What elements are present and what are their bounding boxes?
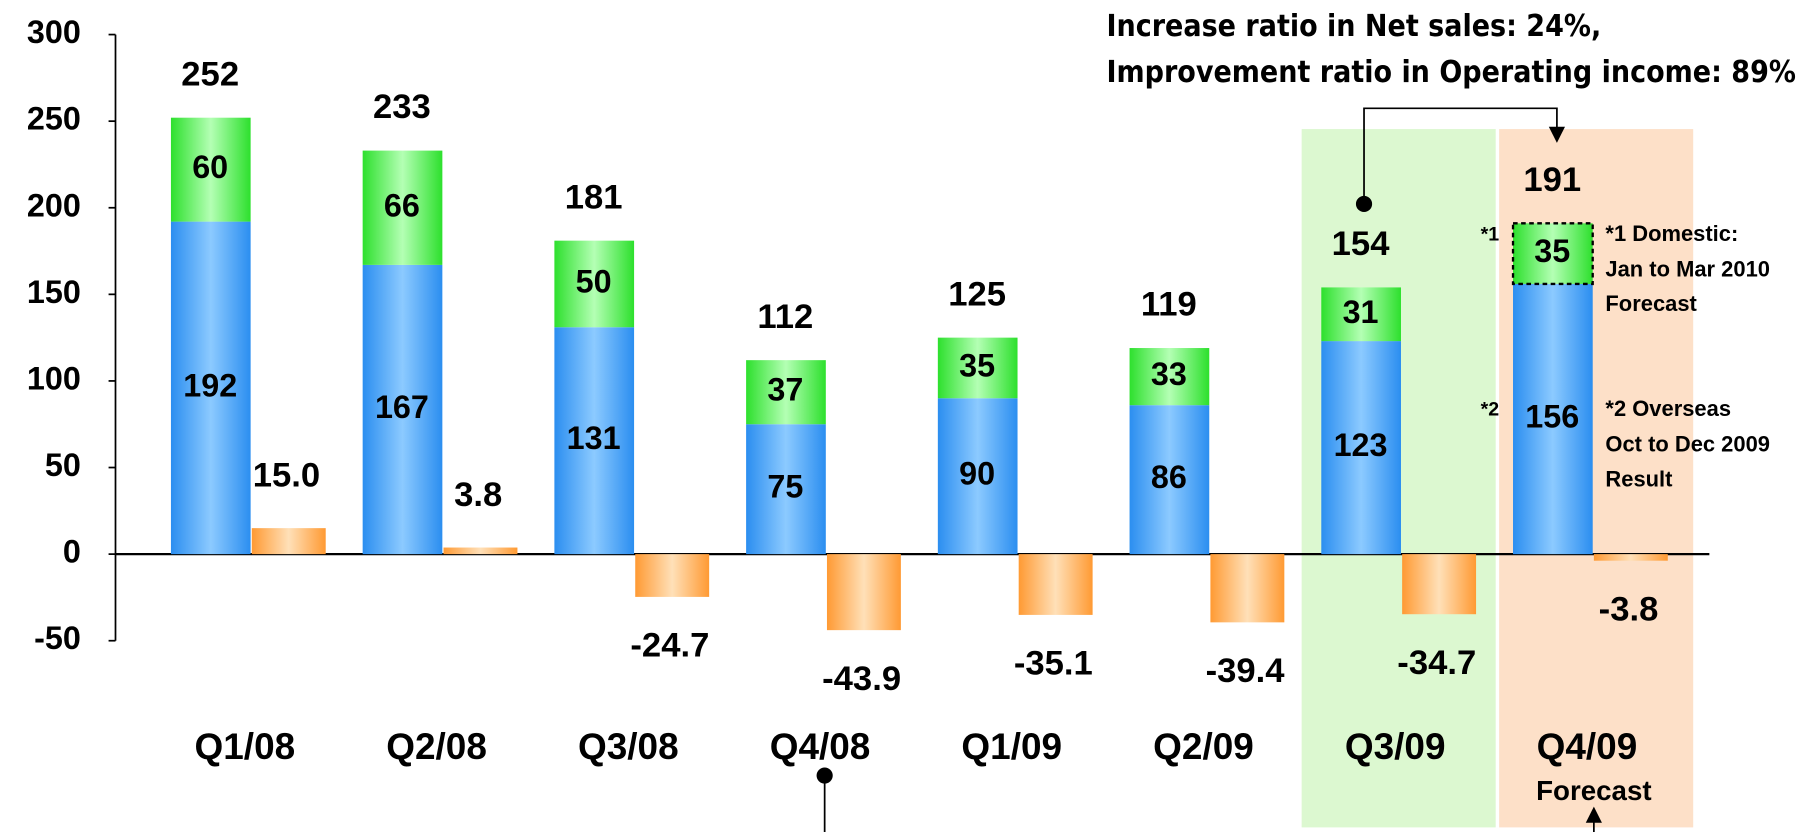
value-label: 167 [375,389,429,425]
x-tick-label: Q3/08 [578,726,679,767]
y-tick-label: 300 [27,14,81,50]
value-label: 50 [576,264,612,300]
bar [746,360,826,425]
bar [1593,554,1668,561]
value-label: 131 [567,420,621,456]
x-tick-label: Q2/09 [1153,726,1254,767]
value-label: 35 [959,348,995,384]
annotation: Forecast [1536,775,1651,806]
annotation: Forecast [1605,291,1697,316]
bar [1321,287,1401,342]
value-label: 60 [192,149,228,185]
value-label: 35 [1534,233,1570,269]
total-label: 112 [757,298,813,336]
total-label: 191 [1523,161,1581,199]
value-label: -43.9 [822,660,901,698]
total-label: 154 [1332,225,1391,263]
annotation: Increase ratio in Net sales: 24%, [1106,9,1601,44]
bar [1402,554,1477,615]
total-label: 181 [565,178,623,216]
total-label: 125 [948,275,1006,313]
annotation: Oct to Dec 2009 [1605,432,1770,457]
x-tick-label: Q4/08 [770,726,871,767]
annotation: Improvement ratio in Operating income: 8… [1106,55,1795,90]
x-tick-label: Q3/09 [1345,726,1446,767]
bar [443,547,518,555]
total-label: 233 [373,88,431,126]
value-label: 90 [959,456,995,492]
value-label: 156 [1525,399,1579,435]
dot [1355,195,1373,213]
value-label: 15.0 [253,457,320,495]
bar [1129,348,1210,406]
bar [635,554,710,597]
y-tick-label: 0 [63,534,81,570]
annotation: *2 [1481,398,1500,420]
bar [1321,341,1401,555]
bar [937,398,1018,555]
annotation: *2 Overseas [1605,396,1731,421]
bar [826,554,901,631]
x-tick-label: Q2/08 [386,726,487,767]
x-tick-label: Q1/09 [961,726,1062,767]
annotation: Jan to Mar 2010 [1605,257,1770,282]
annotation: Result [1605,466,1673,491]
y-tick-label: 200 [27,187,81,223]
value-label: 75 [767,469,803,505]
bar [251,528,326,555]
bar [170,221,251,555]
total-label: 252 [181,55,239,93]
value-label: -24.7 [630,627,709,665]
arrow [1548,126,1565,143]
bar [1018,554,1093,615]
bar [1511,222,1594,286]
value-label: 192 [183,367,237,403]
y-tick-label: -50 [34,620,81,656]
y-tick-label: 50 [45,447,81,483]
connector [1363,107,1558,204]
bar [1513,283,1593,555]
value-label: 66 [384,187,420,223]
bar [746,424,826,555]
y-tick-label: 100 [27,360,81,396]
total-label: 119 [1141,286,1197,324]
bar [1129,405,1210,555]
bar [170,117,251,222]
y-tick-label: 250 [27,101,81,137]
value-label: 123 [1334,427,1388,463]
annotation: *1 Domestic: [1605,221,1738,246]
value-label: -3.8 [1599,591,1659,629]
value-label: -34.7 [1397,644,1476,682]
bar [554,240,635,328]
value-label: -39.4 [1206,652,1286,690]
value-label: 3.8 [454,476,502,514]
value-label: 86 [1151,459,1187,495]
x-tick-label: Q4/09 [1537,726,1638,767]
value-label: -35.1 [1014,645,1093,683]
value-label: 33 [1151,356,1187,392]
value-label: 37 [767,372,803,408]
bar [1210,554,1285,623]
annotation: *1 [1481,223,1500,245]
dot [816,767,833,784]
bar [554,327,635,555]
bar [937,337,1018,399]
y-tick-label: 150 [27,274,81,310]
arrow [1585,806,1602,823]
bar [362,150,443,265]
bar [362,264,443,555]
value-label: 31 [1343,294,1379,330]
x-tick-label: Q1/08 [195,726,296,767]
